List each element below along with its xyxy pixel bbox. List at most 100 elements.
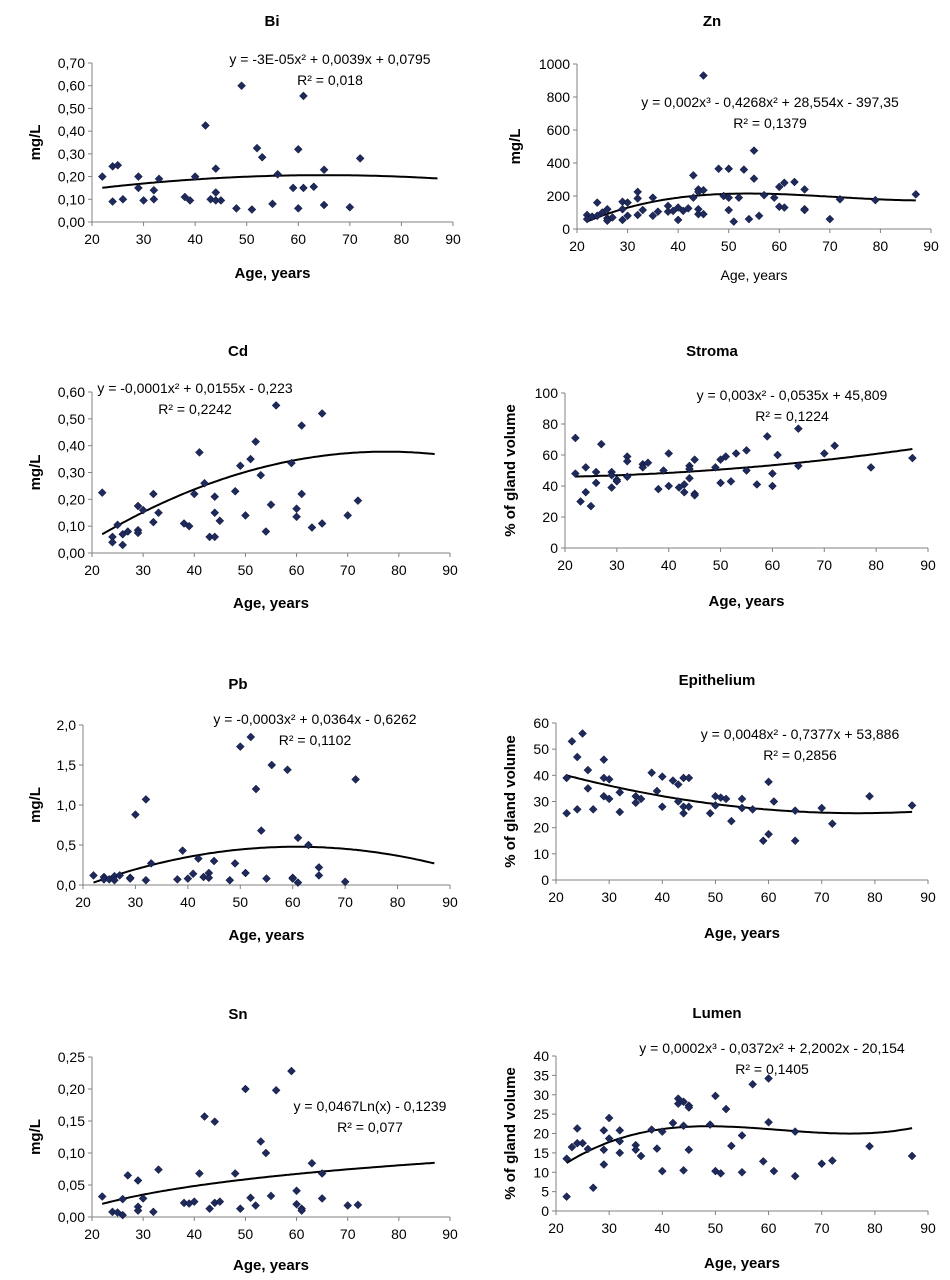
- trendline-equation: y = 0,002x³ - 0,4268x² + 28,554x - 397,3…: [641, 94, 899, 110]
- y-tick-label: 0,25: [58, 1049, 85, 1065]
- data-point: [679, 1121, 688, 1131]
- data-point: [711, 463, 720, 472]
- data-point: [622, 456, 632, 466]
- y-tick-label: 20: [533, 1126, 549, 1142]
- data-point: [113, 160, 123, 170]
- data-point: [688, 193, 698, 203]
- x-tick-label: 40: [670, 238, 686, 254]
- data-point: [769, 1166, 779, 1176]
- data-point: [648, 193, 658, 203]
- data-point: [200, 1112, 209, 1121]
- data-point: [297, 1206, 307, 1215]
- data-point: [825, 214, 835, 224]
- x-tick-label: 70: [814, 889, 830, 905]
- data-point: [210, 508, 220, 518]
- data-point: [139, 196, 148, 205]
- x-axis-label: Age, years: [235, 265, 311, 282]
- data-point: [89, 871, 98, 880]
- data-point: [591, 467, 601, 477]
- data-point: [604, 774, 614, 784]
- chart-title: Sn: [228, 1006, 247, 1023]
- data-point: [800, 205, 809, 215]
- y-tick-label: 15: [533, 1145, 549, 1161]
- data-point: [714, 164, 723, 174]
- x-tick-label: 90: [442, 1226, 458, 1242]
- data-point: [189, 1197, 199, 1206]
- chart-title: Epithelium: [679, 672, 756, 689]
- x-tick-label: 40: [186, 562, 202, 578]
- y-tick-label: 40: [533, 1048, 549, 1064]
- data-point: [657, 802, 667, 812]
- data-point: [790, 1171, 800, 1181]
- data-point: [690, 455, 699, 465]
- data-point: [178, 846, 187, 855]
- data-point: [758, 836, 768, 846]
- x-tick-label: 90: [442, 562, 458, 578]
- x-axis-label: Age, years: [709, 593, 785, 610]
- y-tick-label: 0,00: [58, 1209, 85, 1225]
- data-point: [256, 470, 266, 480]
- data-point: [293, 144, 303, 154]
- y-tick-label: 0,05: [58, 1177, 85, 1193]
- data-point: [235, 461, 245, 471]
- data-point: [623, 211, 632, 221]
- x-tick-label: 50: [708, 1220, 724, 1236]
- data-point: [908, 453, 917, 463]
- data-point: [235, 1204, 245, 1214]
- x-tick-label: 80: [867, 889, 883, 905]
- data-point: [355, 154, 365, 163]
- data-point: [817, 1159, 827, 1169]
- y-tick-label: 80: [542, 416, 558, 432]
- data-point: [673, 203, 683, 212]
- data-point: [241, 511, 250, 520]
- data-point: [907, 801, 917, 810]
- r-squared-label: R² = 0,1102: [279, 732, 352, 748]
- y-tick-label: 60: [542, 447, 558, 463]
- y-tick-label: 35: [533, 1067, 549, 1083]
- data-point: [314, 863, 324, 872]
- data-point: [317, 1194, 327, 1203]
- y-tick-label: 1,0: [57, 797, 77, 813]
- x-tick-label: 50: [238, 562, 254, 578]
- data-point: [790, 836, 800, 846]
- data-point: [118, 1194, 128, 1204]
- x-axis-label: Age, years: [229, 927, 305, 944]
- data-point: [684, 773, 694, 783]
- data-point: [711, 801, 720, 810]
- chart-title: Pb: [228, 676, 247, 693]
- data-point: [257, 152, 267, 162]
- data-point: [307, 523, 317, 532]
- data-point: [752, 480, 762, 489]
- x-tick-label: 60: [761, 889, 777, 905]
- data-point: [230, 486, 240, 496]
- data-point: [659, 466, 668, 475]
- data-point: [241, 1084, 250, 1094]
- data-point: [267, 760, 277, 770]
- data-point: [292, 1199, 301, 1209]
- y-tick-label: 10: [533, 846, 549, 862]
- data-point: [731, 449, 741, 458]
- data-point: [149, 517, 158, 527]
- data-point: [638, 205, 648, 215]
- data-point: [133, 528, 143, 538]
- y-axis-label: mg/L: [27, 787, 44, 823]
- data-point: [615, 787, 625, 797]
- y-tick-label: 20: [533, 820, 549, 836]
- x-axis-label: Age, years: [233, 1257, 309, 1274]
- y-axis-label: mg/L: [27, 125, 44, 161]
- data-point: [647, 768, 657, 778]
- x-tick-label: 70: [822, 238, 838, 254]
- data-point: [602, 216, 612, 226]
- x-tick-label: 90: [442, 894, 458, 910]
- data-point: [716, 1169, 726, 1178]
- y-tick-label: 40: [542, 478, 558, 494]
- data-point: [246, 1193, 255, 1203]
- data-point: [314, 871, 324, 880]
- data-point: [138, 505, 148, 515]
- y-axis-label: mg/L: [27, 1119, 44, 1155]
- data-point: [673, 215, 683, 225]
- data-point: [184, 521, 194, 531]
- data-point: [262, 874, 271, 883]
- data-point: [607, 483, 617, 492]
- x-tick-label: 30: [601, 889, 617, 905]
